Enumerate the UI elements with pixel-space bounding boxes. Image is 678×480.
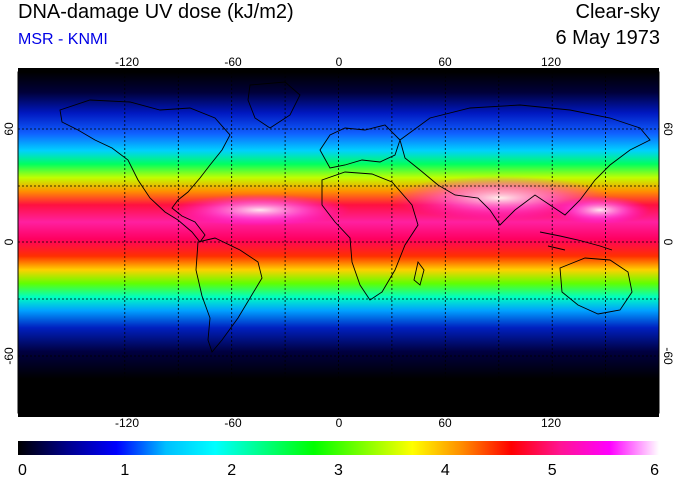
- colorbar-tick-label: 1: [120, 462, 129, 479]
- colorbar-tick-label: 0: [18, 462, 27, 479]
- south-america-coast: [195, 237, 263, 353]
- greenland-coast: [247, 81, 301, 129]
- bottom-frame-bar: [18, 413, 659, 417]
- right-lat-tick-0: 0: [661, 239, 675, 246]
- bottom-lon-tick-m120: -120: [115, 416, 139, 430]
- indonesia-coast: [539, 231, 613, 251]
- chart-title: DNA-damage UV dose (kJ/m2): [18, 1, 294, 23]
- north-america-coast: [59, 99, 231, 243]
- colorbar-tick-label: 3: [334, 462, 343, 479]
- bottom-lon-tick-m60: -60: [224, 416, 242, 430]
- bottom-lon-tick-60: 60: [438, 416, 452, 430]
- graticule: [18, 72, 659, 413]
- top-lon-tick-m120: -120: [115, 55, 139, 69]
- colorbar-labels: 0 1 2 3 4 5 6: [18, 462, 659, 479]
- left-lat-tick-60: 60: [2, 122, 16, 136]
- uv-hotspot-pacific: [550, 196, 650, 224]
- uv-hotspot-atlantic: [170, 194, 350, 226]
- date-label: 6 May 1973: [555, 27, 660, 49]
- source-label: MSR - KNMI: [18, 31, 108, 48]
- top-lon-tick-60: 60: [438, 55, 452, 69]
- bottom-lon-tick-120: 120: [541, 416, 561, 430]
- africa-coast: [321, 171, 419, 301]
- right-lat-tick-60: 60: [661, 122, 675, 136]
- left-lat-tick-0: 0: [2, 238, 16, 245]
- map-frame: [17, 71, 660, 414]
- colorbar-tick-label: 5: [548, 462, 557, 479]
- bottom-lon-tick-0: 0: [336, 416, 343, 430]
- colorbar-tick-label: 2: [227, 462, 236, 479]
- colorbar-tick-label: 4: [441, 462, 450, 479]
- top-lon-tick-120: 120: [541, 55, 561, 69]
- left-lat-tick-m60: -60: [2, 347, 16, 365]
- coastlines: [59, 81, 651, 353]
- top-lon-tick-0: 0: [336, 55, 343, 69]
- asia-coast: [399, 104, 651, 226]
- top-frame-bar: [18, 68, 659, 72]
- madagascar-coast: [413, 260, 425, 286]
- sky-condition: Clear-sky: [575, 1, 660, 23]
- australia-coast: [559, 257, 633, 315]
- colorbar: [18, 441, 659, 455]
- right-lat-tick-m60: -60: [661, 347, 675, 365]
- top-lon-tick-m60: -60: [224, 55, 242, 69]
- colorbar-tick-label: 6: [650, 462, 659, 479]
